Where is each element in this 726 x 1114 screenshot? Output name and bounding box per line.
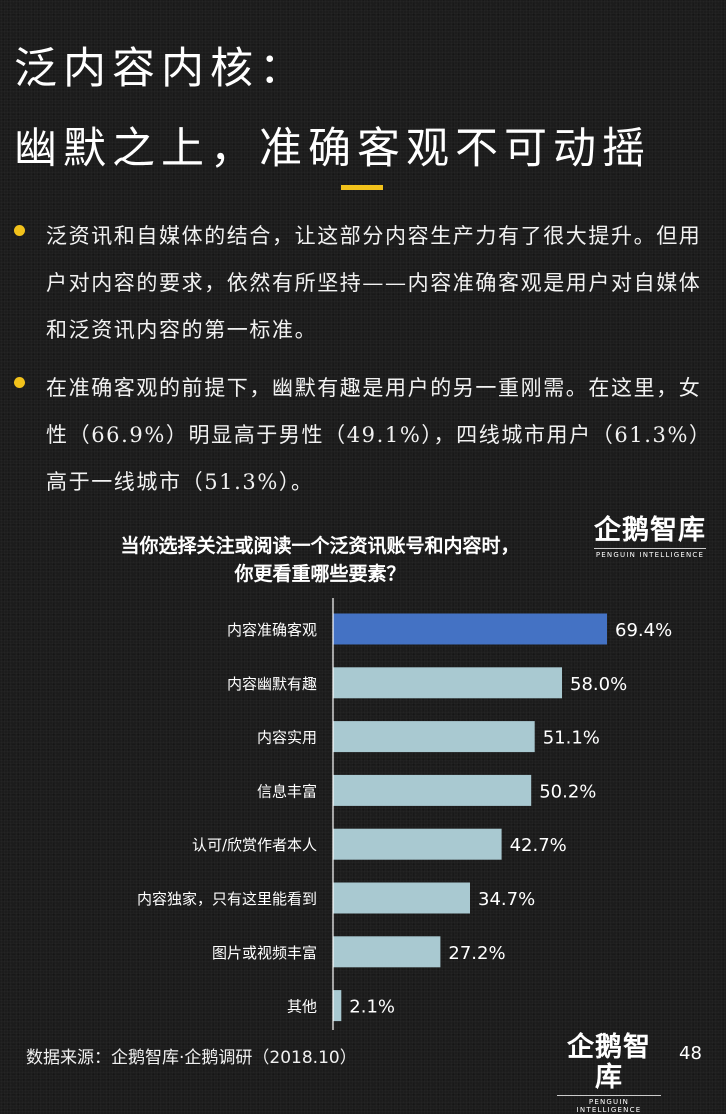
footer-logo: 企鹅智库 PENGUIN INTELLIGENCE xyxy=(557,1033,661,1114)
bullet-text-1: 泛资讯和自媒体的结合，让这部分内容生产力有了很大提升。但用户对内容的要求，依然有… xyxy=(46,224,702,342)
category-label: 内容幽默有趣 xyxy=(227,675,317,693)
bar xyxy=(333,774,532,806)
category-label: 图片或视频丰富 xyxy=(212,944,317,962)
bar xyxy=(333,667,562,699)
chart-title-line-1: 当你选择关注或阅读一个泛资讯账号和内容时， xyxy=(120,535,520,557)
data-label: 27.2% xyxy=(448,943,505,964)
page-title-line-2: 幽默之上，准确客观不可动摇 xyxy=(14,124,651,174)
bar xyxy=(333,936,441,968)
category-label: 内容实用 xyxy=(257,729,317,747)
chart-title: 当你选择关注或阅读一个泛资讯账号和内容时， 你更看重哪些要素？ xyxy=(40,532,600,588)
chart-title-line-2: 你更看重哪些要素？ xyxy=(234,563,406,585)
category-label: 认可/欣赏作者本人 xyxy=(192,836,317,854)
data-label: 2.1% xyxy=(349,997,395,1018)
category-label: 信息丰富 xyxy=(257,782,317,800)
category-label: 内容准确客观 xyxy=(227,621,317,639)
bullet-dot-icon xyxy=(14,377,25,388)
bar xyxy=(333,613,607,645)
bar xyxy=(333,882,470,914)
bullet-point-1: 泛资讯和自媒体的结合，让这部分内容生产力有了很大提升。但用户对内容的要求，依然有… xyxy=(14,213,704,354)
page-number: 48 xyxy=(679,1043,702,1064)
data-label: 58.0% xyxy=(570,674,627,695)
bullet-point-2: 在准确客观的前提下，幽默有趣是用户的另一重刚需。在这里，女性（66.9%）明显高… xyxy=(14,365,704,506)
category-label: 内容独家，只有这里能看到 xyxy=(137,890,317,908)
category-label: 其他 xyxy=(287,998,317,1016)
footer-logo-subtitle: PENGUIN INTELLIGENCE xyxy=(557,1095,661,1114)
title-accent-bar xyxy=(341,185,383,190)
logo-name: 企鹅智库 xyxy=(594,515,706,546)
penguin-intelligence-logo: 企鹅智库 PENGUIN INTELLIGENCE xyxy=(594,516,706,559)
bar xyxy=(333,990,342,1022)
bullet-dot-icon xyxy=(14,225,25,236)
data-source-note: 数据来源：企鹅智库·企鹅调研（2018.10） xyxy=(26,1048,357,1068)
bar xyxy=(333,828,502,860)
data-label: 34.7% xyxy=(478,889,535,910)
logo-subtitle: PENGUIN INTELLIGENCE xyxy=(594,548,706,559)
bar xyxy=(333,721,535,753)
data-label: 50.2% xyxy=(539,781,596,802)
page-title-line-1: 泛内容内核： xyxy=(14,44,308,94)
data-label: 51.1% xyxy=(543,728,600,749)
bullet-text-2: 在准确客观的前提下，幽默有趣是用户的另一重刚需。在这里，女性（66.9%）明显高… xyxy=(46,376,702,494)
data-label: 42.7% xyxy=(510,835,567,856)
footer-logo-name: 企鹅智库 xyxy=(567,1032,651,1093)
bar-chart: 内容准确客观 69.4% 内容幽默有趣 58.0% 内容实用 51.1% 信息丰富 50.2%… xyxy=(137,598,672,1030)
data-label: 69.4% xyxy=(615,620,672,641)
